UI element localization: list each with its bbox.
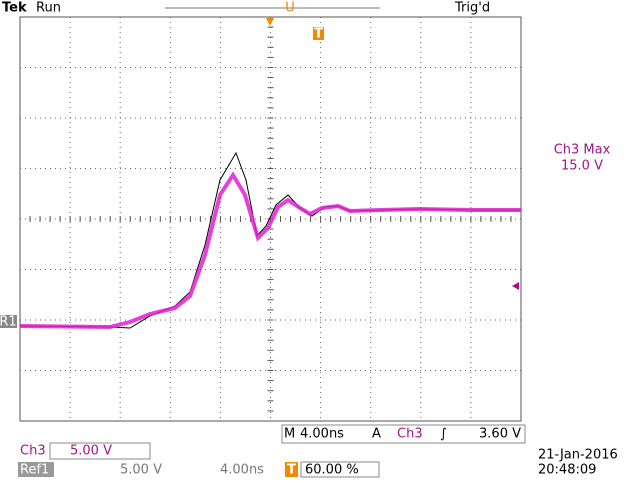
timebase-value: 4.00ns <box>300 427 344 442</box>
time: 20:48:09 <box>538 463 596 478</box>
reference-trace <box>19 151 521 329</box>
ref-marker: R1 <box>0 315 17 330</box>
trigger-position <box>266 18 274 26</box>
date: 21-Jan-2016 <box>538 448 618 463</box>
ref-name-box <box>18 462 54 477</box>
measurement-label: Ch3 Max <box>554 143 611 158</box>
ref-trigger-mark: T <box>287 463 296 478</box>
channel-name: Ch3 <box>20 444 46 459</box>
trigger-level: 3.60 V <box>479 427 521 442</box>
level-marker <box>512 282 519 290</box>
trigger-mark: T <box>314 27 323 42</box>
trigger-mark-box <box>313 27 324 40</box>
trigger-status: Trig'd <box>454 1 490 16</box>
trigger-source: Ch3 <box>397 427 423 442</box>
channel-scale: 5.00 V <box>70 444 112 459</box>
ref-time: 4.00ns <box>220 463 264 478</box>
ref-trigger-box <box>285 462 298 477</box>
run-state: Run <box>36 1 61 16</box>
timebase-prefix: M <box>284 427 295 442</box>
ch3-trace <box>19 171 521 330</box>
measurement-value: 15.0 V <box>561 159 603 174</box>
trigger-slope: ∫ <box>440 427 447 442</box>
ref-marker-box <box>0 315 17 328</box>
channel-box <box>49 442 151 460</box>
position-mark: U <box>285 1 295 16</box>
ref-scale: 5.00 V <box>120 463 162 478</box>
ref-name: Ref1 <box>20 463 49 478</box>
brand: Tek <box>2 1 27 16</box>
position-box <box>300 461 380 478</box>
ref-position: 60.00 % <box>305 463 359 478</box>
info-box <box>281 424 526 444</box>
trigger-prefix: A <box>372 427 381 442</box>
